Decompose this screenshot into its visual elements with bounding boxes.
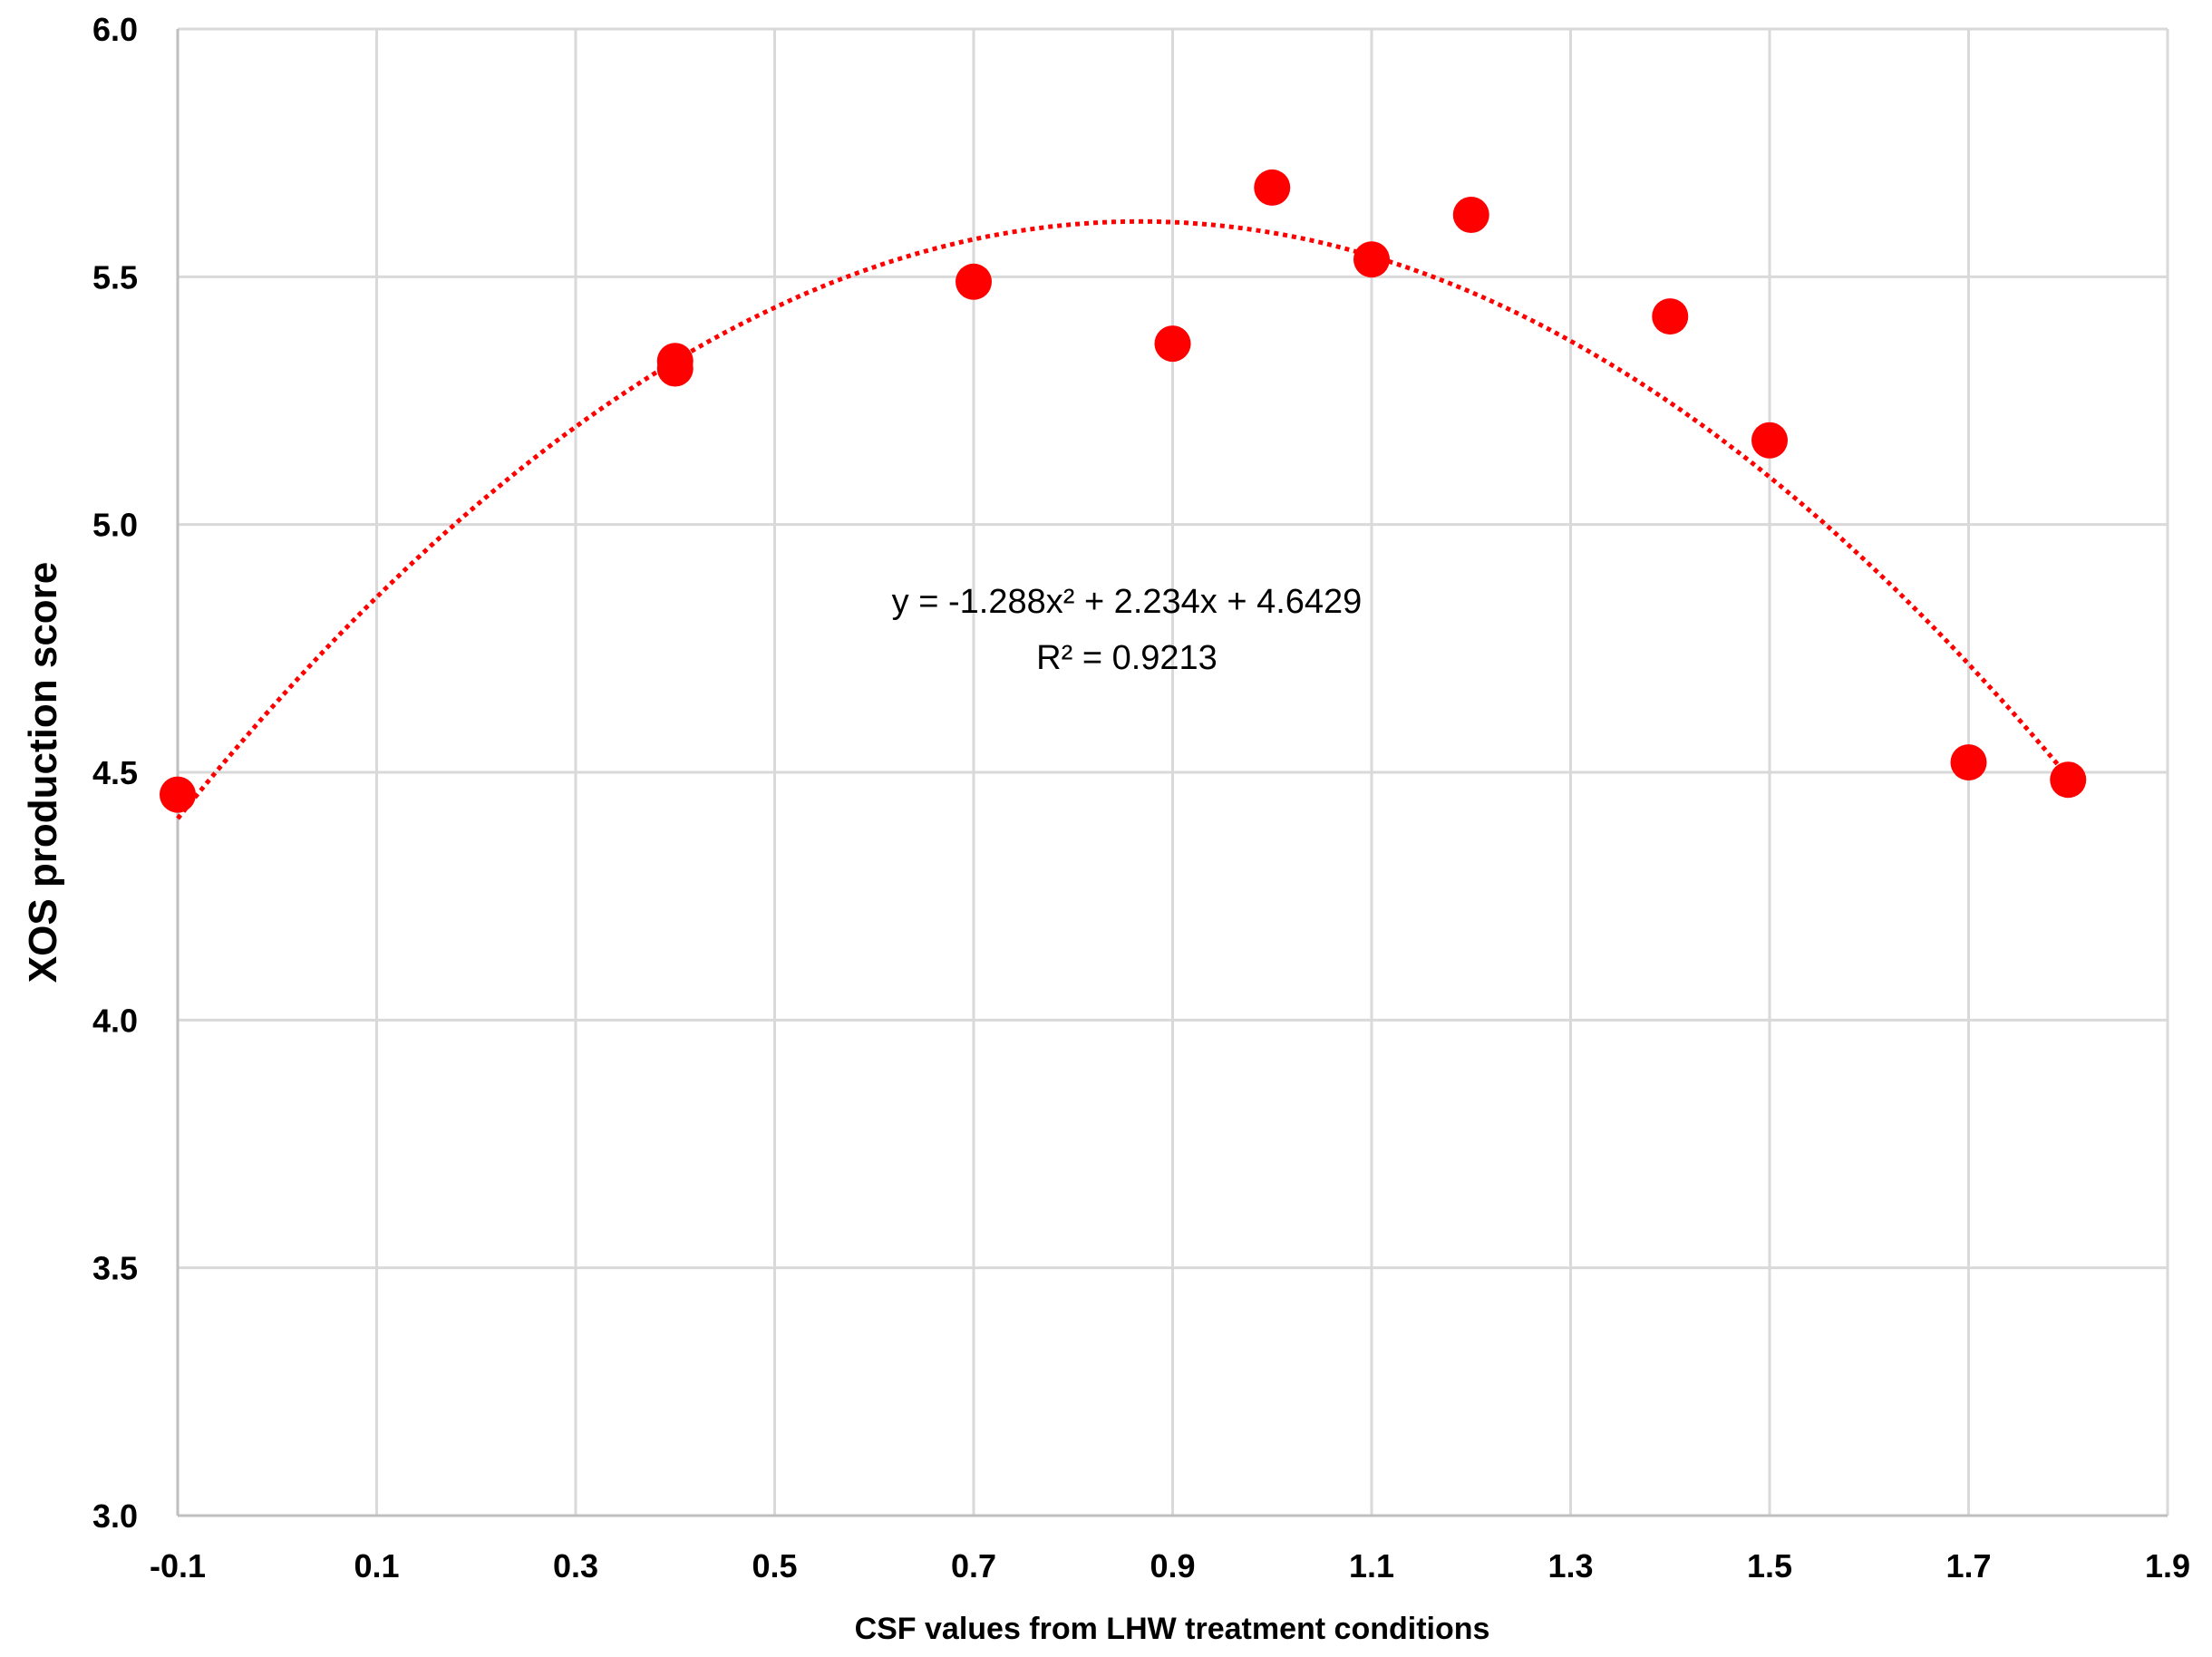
x-tick-label: 0.3 [553,1547,598,1584]
data-point [656,350,694,387]
x-tick-label: 1.7 [1945,1547,1991,1584]
data-point [1353,241,1390,278]
grid [176,27,2169,1517]
x-tick-label: 0.9 [1150,1547,1195,1584]
y-tick-label: 6.0 [92,11,138,48]
axes [176,29,2168,1517]
x-tick-label: 1.3 [1547,1547,1593,1584]
x-tick-label: 1.1 [1349,1547,1394,1584]
data-point [1751,422,1788,459]
trendline-r-squared: R² = 0.9213 [1036,639,1218,677]
x-tick-label: -0.1 [150,1547,206,1584]
data-point [1652,298,1689,335]
data-points [160,169,2087,813]
x-tick-labels: -0.1 0.1 0.3 0.5 0.7 0.9 1.1 1.3 1.5 1.7 1.9 [150,1547,2190,1584]
data-point [1950,744,1987,781]
x-axis-title: CSF values from LHW treatment conditions [855,1612,1490,1646]
y-tick-labels: 3.0 3.5 4.0 4.5 5.0 5.5 6.0 [92,11,138,1535]
trendline-equation: y = -1.288x² + 2.234x + 4.6429 [892,583,1363,621]
data-point [160,776,196,813]
y-tick-label: 5.0 [92,507,138,544]
trendline [176,218,2071,820]
data-point [956,263,992,300]
data-point [1254,169,1291,206]
x-tick-label: 1.9 [2145,1547,2190,1584]
y-tick-label: 3.5 [92,1250,138,1287]
data-point [2050,761,2087,799]
x-tick-label: 0.5 [752,1547,797,1584]
y-tick-label: 3.0 [92,1497,138,1535]
x-tick-label: 0.1 [354,1547,399,1584]
trendline-curve [176,218,2071,820]
data-point [1452,197,1489,233]
y-tick-label: 4.0 [92,1002,138,1039]
y-axis-title: XOS production score [21,562,65,984]
x-tick-label: 1.5 [1747,1547,1792,1584]
data-point [1154,325,1191,363]
y-tick-label: 4.5 [92,754,138,791]
y-tick-label: 5.5 [92,258,138,296]
x-tick-label: 0.7 [951,1547,996,1584]
